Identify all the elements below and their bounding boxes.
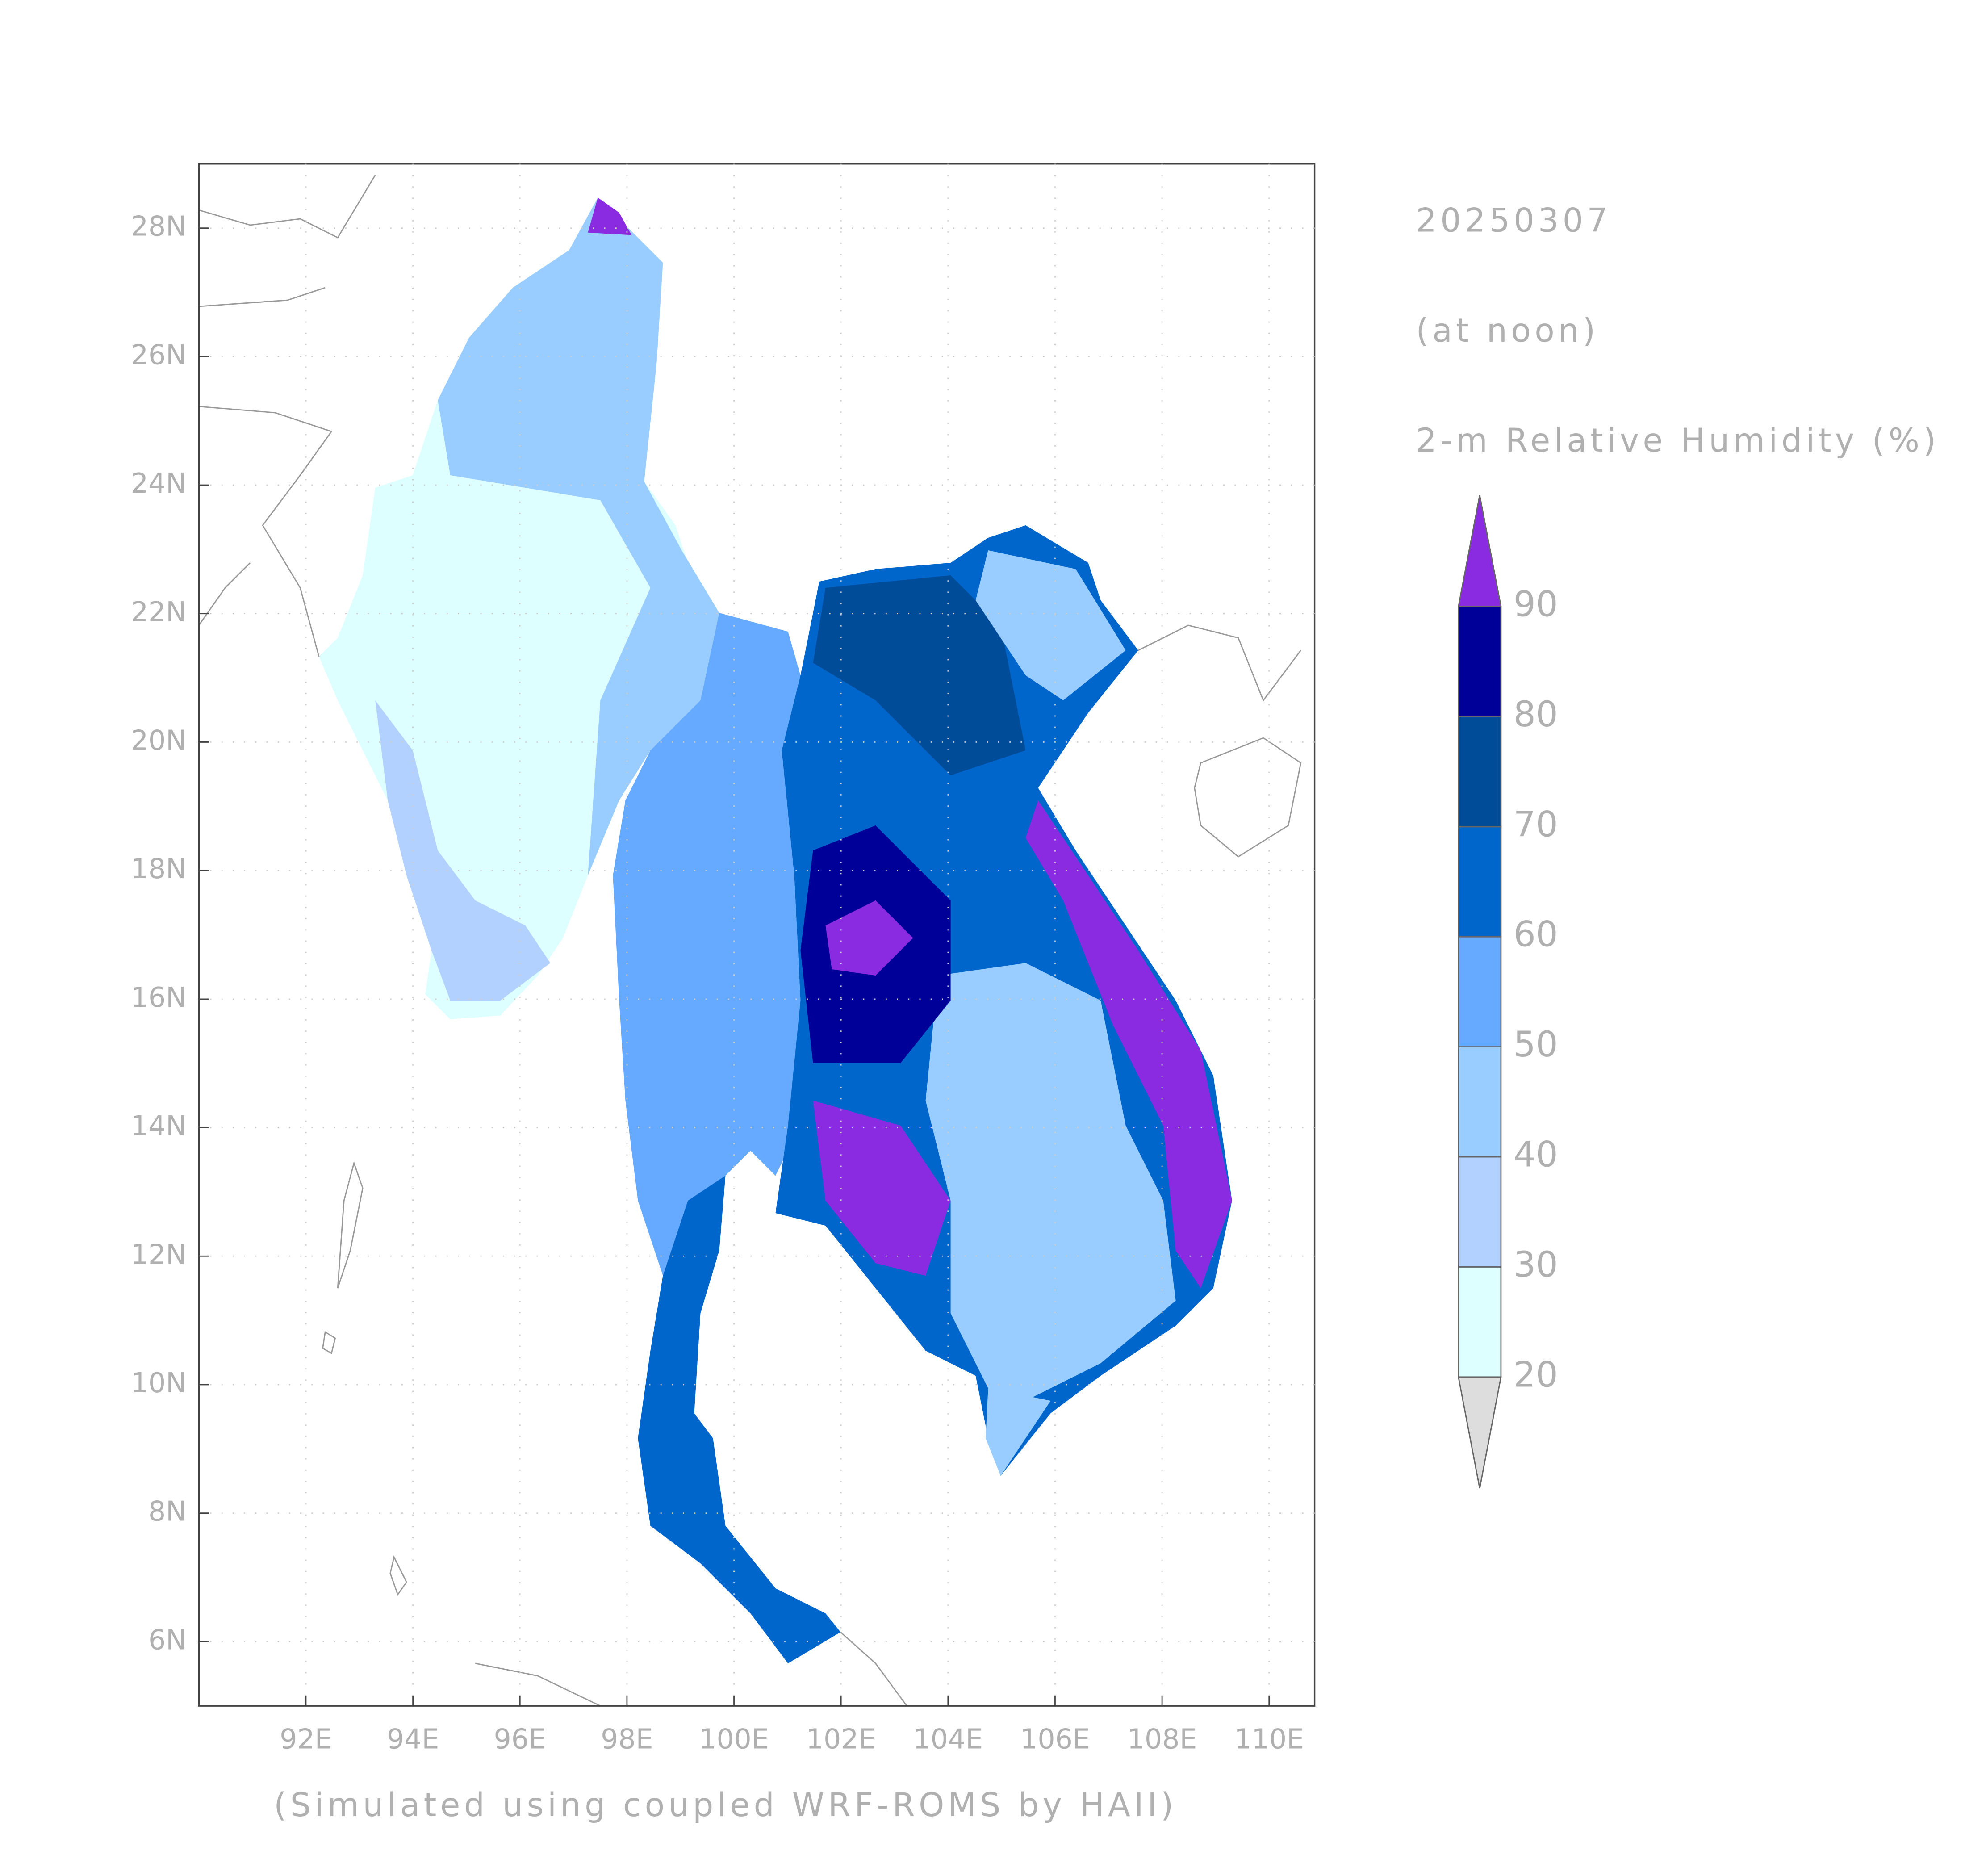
x-tick-label: 100E — [699, 1723, 769, 1755]
hainan — [1194, 737, 1302, 858]
x-tick-label: 98E — [601, 1723, 653, 1755]
colorbar-label: 50 — [1513, 1024, 1558, 1065]
coastline — [199, 406, 333, 657]
x-tick-label: 96E — [494, 1723, 546, 1755]
y-tick-label: 24N — [131, 467, 186, 499]
y-tick-label: 8N — [148, 1495, 186, 1528]
date: 20250307 — [1416, 201, 1611, 239]
vietnam-coast — [1025, 800, 1232, 1288]
island — [322, 1331, 336, 1354]
x-tick-label: 108E — [1127, 1723, 1197, 1755]
myanmar-north — [438, 197, 719, 875]
colorbar-bin — [1458, 936, 1502, 1047]
colorbar-label: 70 — [1513, 804, 1558, 845]
colorbar-label: 20 — [1513, 1354, 1558, 1395]
x-tick-label: 106E — [1020, 1723, 1090, 1755]
north-vietnam — [975, 550, 1126, 700]
y-tick-label: 18N — [131, 853, 186, 885]
central-purple — [825, 900, 913, 976]
y-tick-label: 16N — [131, 981, 186, 1013]
x-tick-label: 92E — [280, 1723, 332, 1755]
colorbar-bin — [1458, 716, 1502, 828]
colorbar-bin — [1458, 1046, 1502, 1158]
colorbar-label: 60 — [1513, 914, 1558, 955]
land — [319, 197, 1232, 1663]
coastline — [1138, 624, 1301, 702]
cambodia-west — [813, 1101, 951, 1276]
colorbar-label: 30 — [1513, 1244, 1558, 1285]
x-tick-label: 110E — [1234, 1723, 1304, 1755]
map-frame — [198, 163, 1316, 1707]
island — [337, 1161, 364, 1289]
north-tip — [588, 197, 632, 235]
colorbar-bin — [1458, 1156, 1502, 1268]
mekong-tip — [986, 1388, 1051, 1476]
x-tick-label: 94E — [387, 1723, 439, 1755]
y-tick-label: 14N — [131, 1110, 186, 1142]
peninsula — [638, 1176, 841, 1663]
coastline — [840, 1631, 907, 1707]
x-tick-label: 102E — [806, 1723, 876, 1755]
island — [389, 1555, 407, 1596]
colorbar-bin — [1458, 606, 1502, 717]
coastline — [475, 1662, 601, 1707]
coastlines — [198, 175, 1302, 1707]
y-tick-label: 10N — [131, 1367, 186, 1399]
myanmar-coast — [375, 700, 551, 1001]
coastline — [198, 175, 376, 239]
y-tick-label: 28N — [131, 210, 186, 243]
coastline — [199, 287, 326, 307]
variable: 2-m Relative Humidity (%) — [1416, 422, 1940, 460]
colorbar-label: 40 — [1513, 1134, 1558, 1175]
y-tick-label: 22N — [131, 596, 186, 628]
colorbar-under — [1457, 1376, 1502, 1489]
colorbar-label: 80 — [1513, 694, 1558, 735]
north-highlands — [813, 575, 1026, 775]
colorbar-bin — [1458, 1266, 1502, 1378]
colorbar-label: 90 — [1513, 584, 1558, 624]
x-tick-label: 104E — [913, 1723, 983, 1755]
y-tick-label: 26N — [131, 339, 186, 371]
colorbar-over — [1457, 495, 1502, 607]
time-note: (at noon) — [1416, 312, 1599, 350]
y-tick-label: 6N — [148, 1624, 186, 1656]
coastline — [198, 562, 251, 626]
cambodia-lowland — [925, 963, 1176, 1413]
y-tick-label: 12N — [131, 1238, 186, 1270]
footer: (Simulated using coupled WRF-ROMS by HAI… — [274, 1786, 1177, 1824]
colorbar-bin — [1458, 826, 1502, 938]
y-tick-label: 20N — [131, 724, 186, 757]
